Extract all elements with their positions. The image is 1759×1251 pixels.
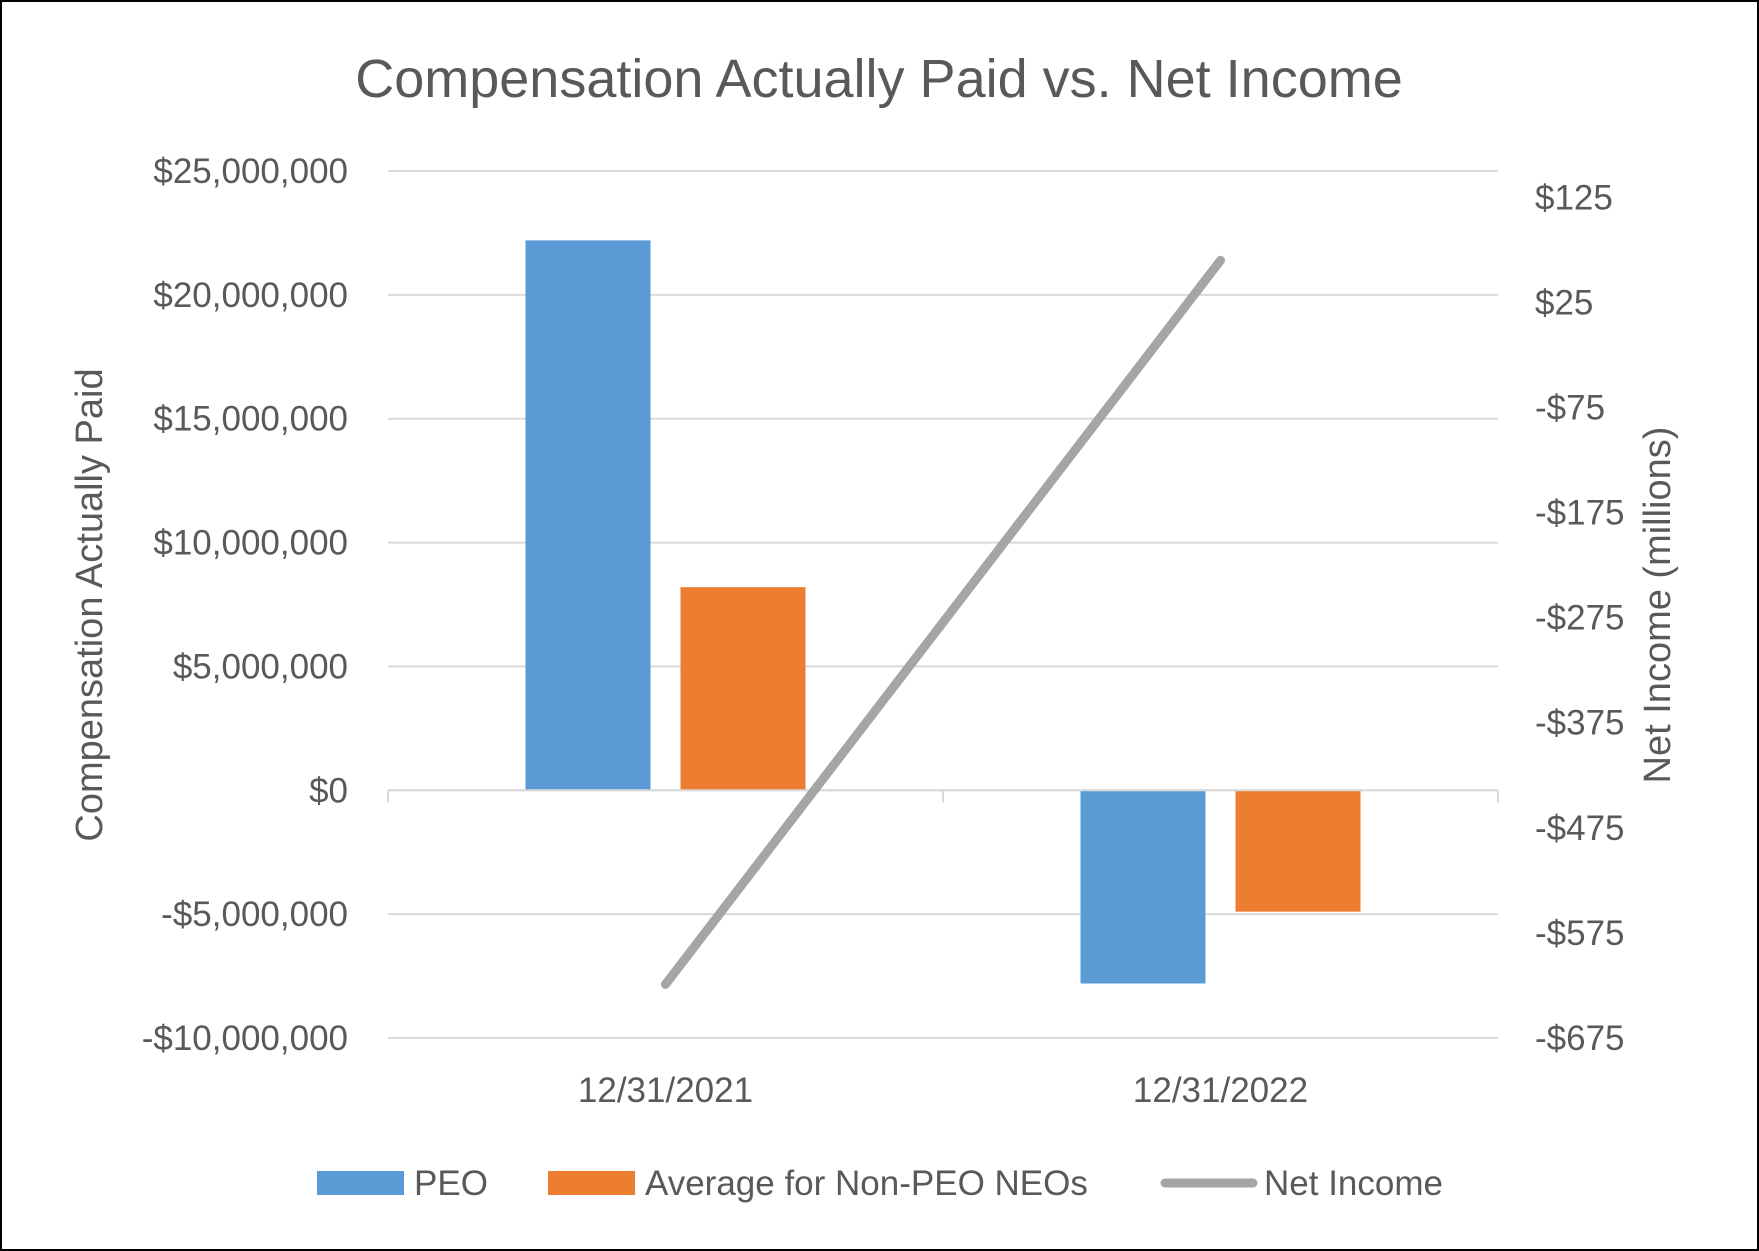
x-axis-ticks: 12/31/2021 12/31/2022 (578, 1071, 1308, 1110)
y-tick-label: -$5,000,000 (161, 895, 348, 934)
y-axis-ticks: $25,000,000 $20,000,000 $15,000,000 $10,000… (142, 152, 348, 1058)
y-tick-label: $0 (309, 771, 348, 810)
legend-label: Net Income (1264, 1164, 1443, 1203)
y-tick-label: $25,000,000 (153, 152, 348, 191)
legend-label: PEO (414, 1164, 488, 1203)
y2-tick-label: -$275 (1535, 599, 1625, 638)
y2-tick-label: -$175 (1535, 494, 1625, 533)
legend-label: Average for Non-PEO NEOs (645, 1164, 1088, 1203)
y-tick-label: $20,000,000 (153, 276, 348, 315)
legend-swatch (317, 1171, 404, 1195)
y-tick-label: $10,000,000 (153, 524, 348, 563)
y2-tick-label: -$475 (1535, 809, 1625, 848)
y-tick-label: $5,000,000 (173, 647, 348, 686)
net-income-line (661, 255, 1225, 989)
bar-peo (525, 240, 651, 791)
y2-tick-label: -$375 (1535, 704, 1625, 743)
chart-title: Compensation Actually Paid vs. Net Incom… (355, 49, 1403, 109)
y2-axis-title: Net Income (millions) (1637, 427, 1679, 784)
legend-swatch (548, 1171, 635, 1195)
y2-tick-label: -$575 (1535, 914, 1625, 953)
y-tick-label: $15,000,000 (153, 400, 348, 439)
bar-non-peo-neos (1235, 790, 1361, 912)
zero-axis (387, 789, 1499, 803)
net-income-line-group (661, 255, 1225, 989)
y2-axis-ticks: $125 $25 -$75 -$175 -$275 -$375 -$475 -$575 -$67… (1535, 178, 1625, 1058)
bar-non-peo-neos (680, 587, 806, 791)
y2-tick-label: $25 (1535, 283, 1593, 322)
y-tick-label: -$10,000,000 (142, 1019, 348, 1058)
y2-tick-label: -$675 (1535, 1019, 1625, 1058)
y2-tick-label: $125 (1535, 178, 1613, 217)
bar-peo (1080, 790, 1206, 984)
legend: PEO Average for Non-PEO NEOs Net Income (317, 1164, 1443, 1203)
y-axis-title: Compensation Actually Paid (69, 368, 111, 841)
x-tick-label: 12/31/2021 (578, 1071, 753, 1110)
y2-tick-label: -$75 (1535, 388, 1605, 427)
x-tick-label: 12/31/2022 (1133, 1071, 1308, 1110)
bars (525, 240, 1361, 984)
